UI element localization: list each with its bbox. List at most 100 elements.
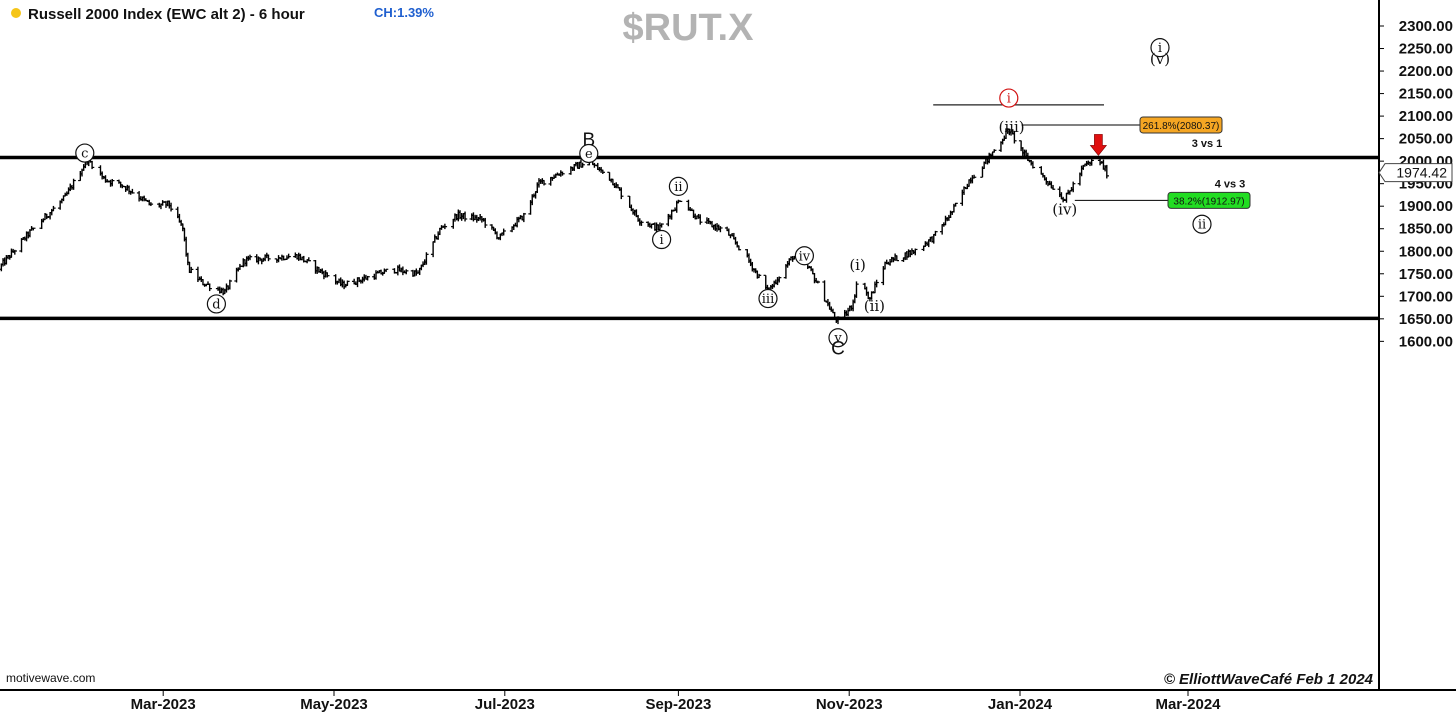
ohlc-bar — [365, 275, 370, 281]
ohlc-bar — [306, 257, 311, 262]
ohlc-bar — [1012, 130, 1017, 144]
ohlc-bar — [31, 227, 36, 231]
wave-label: v — [828, 328, 848, 348]
y-tick-label: 2250.00 — [1399, 41, 1453, 58]
ohlc-bar — [424, 252, 429, 265]
ohlc-bar — [541, 179, 547, 186]
last-price-label: 1974.42 — [1396, 165, 1447, 181]
wave-label: iii — [758, 288, 778, 309]
x-tick-label: Sep-2023 — [645, 696, 711, 713]
ohlc-bar — [854, 281, 859, 298]
wave-label-circle — [794, 246, 815, 266]
ohlc-bar — [462, 211, 468, 222]
ohlc-bar — [442, 223, 448, 230]
ohlc-bar — [71, 178, 76, 190]
wave-annotations: cdBeiiiiiiivvC(i)(ii)(iii)(iv)ii(v)ii261… — [75, 38, 1251, 359]
ohlc-bar — [874, 279, 879, 288]
ohlc-bar — [130, 188, 135, 194]
wave-label: d — [206, 294, 226, 314]
wave-label-circle — [1150, 38, 1170, 58]
wave-label-text: (iv) — [1052, 200, 1077, 218]
ohlc-bar — [1089, 157, 1094, 166]
x-tick-label: May-2023 — [300, 696, 368, 713]
ohlc-bar — [286, 253, 291, 259]
y-tick-label: 1650.00 — [1399, 311, 1453, 328]
ohlc-bar — [12, 249, 17, 255]
wave-label: (i) — [849, 256, 866, 274]
ohlc-bar — [600, 169, 605, 174]
ohlc-bar — [1071, 181, 1076, 193]
wave-label-text: i — [1007, 92, 1011, 107]
ohlc-bar — [835, 316, 841, 325]
y-tick-label: 2200.00 — [1399, 63, 1453, 80]
wave-label-circle — [651, 229, 672, 250]
wave-label: (iv) — [1052, 200, 1077, 218]
ohlc-bar — [992, 149, 997, 153]
ohlc-bar — [698, 214, 703, 225]
wave-label-text: d — [212, 297, 220, 312]
ohlc-bar — [659, 223, 664, 228]
ohlc-bar — [1050, 184, 1056, 190]
ohlc-bar — [639, 220, 644, 226]
y-tick-label: 1700.00 — [1399, 288, 1453, 305]
wave-label: C — [831, 338, 845, 359]
date-axis: Mar-2023 May-2023 Jul-2023 Sep-2023 Nov-2023… — [131, 690, 1221, 713]
wave-label: (ii) — [864, 297, 885, 315]
wave-label-text: i — [660, 233, 664, 248]
change-label: CH:1.39% — [374, 5, 434, 20]
ohlc-bar — [815, 280, 821, 284]
last-price-box — [1378, 163, 1453, 183]
wave-label: (v) — [1150, 50, 1170, 68]
fib-level: 38.2%(1912.97) 4 vs 3 — [1074, 178, 1251, 209]
wave-label-circle — [579, 143, 599, 164]
wave-label-circle — [206, 294, 226, 314]
ohlc-bar — [619, 187, 624, 200]
wave-label: (iii) — [999, 118, 1025, 136]
ohlc-bar — [913, 248, 918, 256]
ohlc-bar — [677, 200, 683, 203]
source-label: motivewave.com — [6, 671, 95, 685]
wave-label-text: iii — [762, 292, 774, 307]
y-tick-label: 1800.00 — [1399, 243, 1453, 260]
wave-label-text: ii — [674, 180, 682, 195]
fib-level: 261.8%(2080.37) 3 vs 1 — [1021, 116, 1223, 150]
y-tick-label: 2150.00 — [1399, 86, 1453, 103]
y-tick-label: 1850.00 — [1399, 221, 1453, 238]
x-tick-label: Jan-2024 — [988, 696, 1053, 713]
wave-label: e — [579, 143, 599, 164]
x-tick-label: Nov-2023 — [816, 696, 883, 713]
wave-label-text: (v) — [1150, 50, 1170, 68]
y-tick-label: 1600.00 — [1399, 333, 1453, 350]
wave-label-text: ii — [1198, 218, 1206, 233]
x-tick-label: Mar-2023 — [131, 696, 196, 713]
y-tick-label: 2050.00 — [1399, 131, 1453, 148]
wave-label-circle — [1192, 214, 1212, 234]
copyright-label: © ElliottWaveCafé Feb 1 2024 — [1164, 671, 1374, 688]
ohlc-bar — [168, 202, 174, 212]
down-arrow-icon — [1089, 134, 1108, 156]
status-dot — [11, 8, 21, 18]
price-axis: 2300.00 2250.00 2200.00 2150.00 2100.00 2050.… — [1378, 18, 1453, 350]
wave-label-text: e — [585, 147, 593, 162]
ohlc-bar — [718, 226, 723, 233]
wave-label-circle — [999, 88, 1019, 108]
x-tick-label: Jul-2023 — [475, 696, 535, 713]
ohlc-bar — [777, 276, 782, 283]
wave-label-circle — [75, 143, 95, 163]
ohlc-bar — [110, 178, 115, 187]
ohlc-bar — [383, 268, 389, 273]
ohlc-bar — [404, 269, 409, 275]
symbol-watermark: $RUT.X — [623, 7, 755, 49]
fib-level-label: 261.8%(2080.37) — [1143, 121, 1220, 132]
ohlc-bar — [227, 279, 233, 290]
chart-title: Russell 2000 Index (EWC alt 2) - 6 hour — [28, 6, 305, 23]
ohlc-bar — [971, 174, 977, 179]
ohlc-bar — [953, 202, 958, 207]
fib-level-tag — [1139, 116, 1223, 134]
ohlc-bar — [756, 273, 762, 279]
ohlc-bar — [736, 245, 742, 251]
ohlc-bar — [580, 162, 585, 168]
fib-level-note: 3 vs 1 — [1192, 138, 1223, 150]
